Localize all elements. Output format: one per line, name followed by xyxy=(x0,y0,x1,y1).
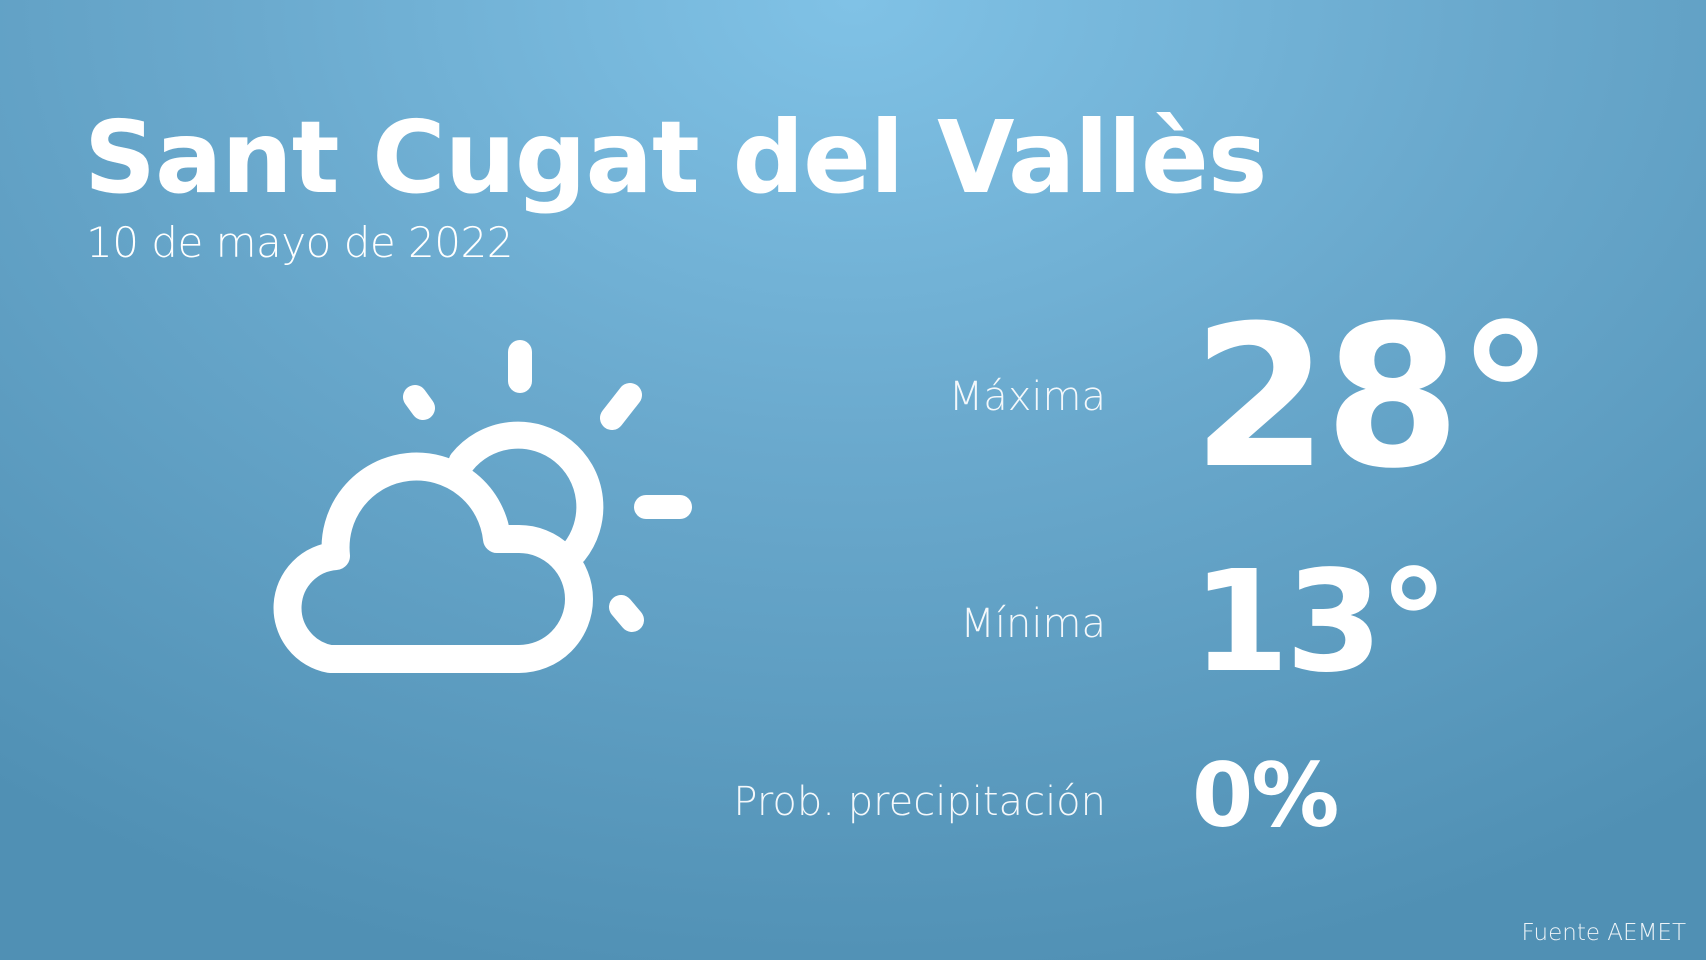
sun-ray-lower-right xyxy=(609,595,644,632)
precip-prob-label: Prob. precipitación xyxy=(733,779,1106,825)
forecast-date: 10 de mayo de 2022 xyxy=(86,218,513,267)
cloud-outline xyxy=(273,452,593,673)
max-temp-label: Máxima xyxy=(948,374,1106,420)
data-source: Fuente AEMET xyxy=(1521,920,1686,946)
precip-prob-value: 0% xyxy=(1192,744,1339,847)
min-temp-label: Mínima xyxy=(960,601,1106,647)
city-title: Sant Cugat del Vallès xyxy=(84,99,1267,216)
sun-arc xyxy=(448,421,604,566)
min-temp-value: 13° xyxy=(1192,541,1449,704)
sun-rays xyxy=(403,340,692,632)
sun-ray-upper-left xyxy=(403,385,435,420)
sun-ray-upper-right xyxy=(600,383,642,430)
max-temp-value: 28° xyxy=(1192,284,1555,512)
